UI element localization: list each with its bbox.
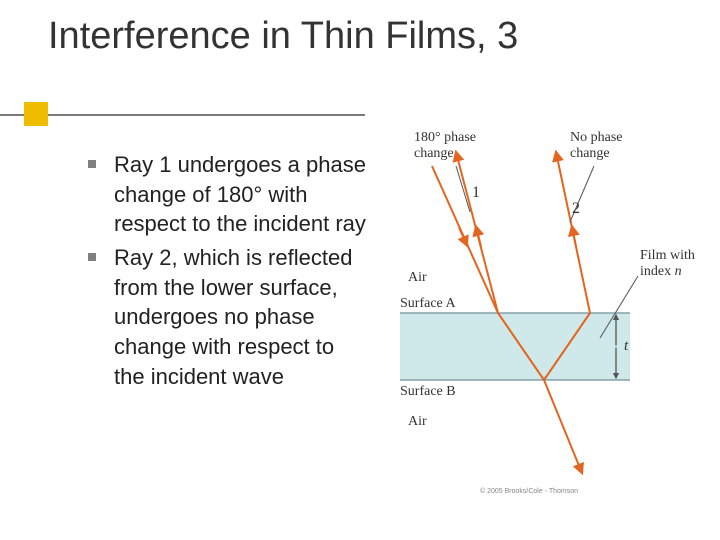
label-air-bottom: Air	[408, 414, 427, 430]
label-film-index: Film withindex n	[640, 248, 695, 280]
label-thickness: t	[624, 338, 628, 355]
title-accent-box	[24, 102, 48, 126]
bullet-item: Ray 2, which is reflected from the lower…	[88, 243, 366, 391]
bullet-icon	[88, 160, 96, 168]
label-no-phase: No phasechange	[570, 130, 623, 162]
bullet-icon	[88, 253, 96, 261]
label-surface-b: Surface B	[400, 384, 456, 400]
diagram-copyright: © 2005 Brooks/Cole - Thomson	[480, 488, 578, 495]
title-underline	[0, 114, 365, 116]
bullet-item: Ray 1 undergoes a phase change of 180° w…	[88, 150, 366, 239]
bullet-text: Ray 2, which is reflected from the lower…	[114, 243, 366, 391]
label-ray-1: 1	[472, 184, 480, 202]
thin-film-diagram: 180° phasechange No phasechange 1 2 Air …	[370, 128, 720, 518]
bullet-text: Ray 1 undergoes a phase change of 180° w…	[114, 150, 366, 239]
label-ray-2: 2	[572, 200, 580, 218]
bullet-list: Ray 1 undergoes a phase change of 180° w…	[88, 150, 366, 396]
label-surface-a: Surface A	[400, 296, 456, 312]
page-title: Interference in Thin Films, 3	[48, 14, 698, 60]
label-air-top: Air	[408, 270, 427, 286]
label-phase-180: 180° phasechange	[414, 130, 476, 162]
